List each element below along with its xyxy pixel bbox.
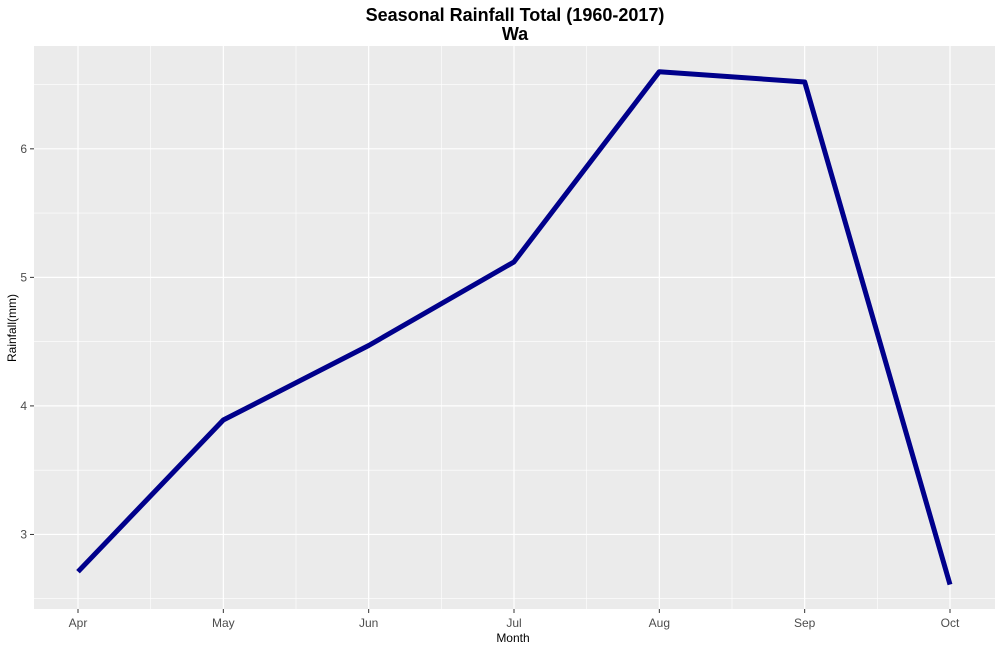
x-tick-label: Aug <box>649 616 670 630</box>
chart-subtitle: Wa <box>502 24 529 44</box>
y-axis-title: Rainfall(mm) <box>5 294 19 362</box>
x-axis: Apr May Jun Jul Aug Sep Oct <box>69 609 960 630</box>
series-layer <box>76 69 953 586</box>
major-gridlines <box>34 46 995 609</box>
x-tick-label: Apr <box>69 616 88 630</box>
y-tick-label: 5 <box>20 270 27 284</box>
x-tick-label: Jul <box>506 616 521 630</box>
x-tick-label: Sep <box>794 616 816 630</box>
x-tick-label: Oct <box>941 616 960 630</box>
y-tick-label: 6 <box>20 142 27 156</box>
y-tick-label: 4 <box>20 399 27 413</box>
y-axis: 3 4 5 6 <box>20 142 34 541</box>
chart-title: Seasonal Rainfall Total (1960-2017) <box>366 5 665 25</box>
x-tick-label: May <box>212 616 235 630</box>
x-tick-label: Jun <box>359 616 378 630</box>
y-tick-label: 3 <box>20 527 27 541</box>
x-axis-title: Month <box>496 631 529 645</box>
series-line <box>76 69 953 586</box>
